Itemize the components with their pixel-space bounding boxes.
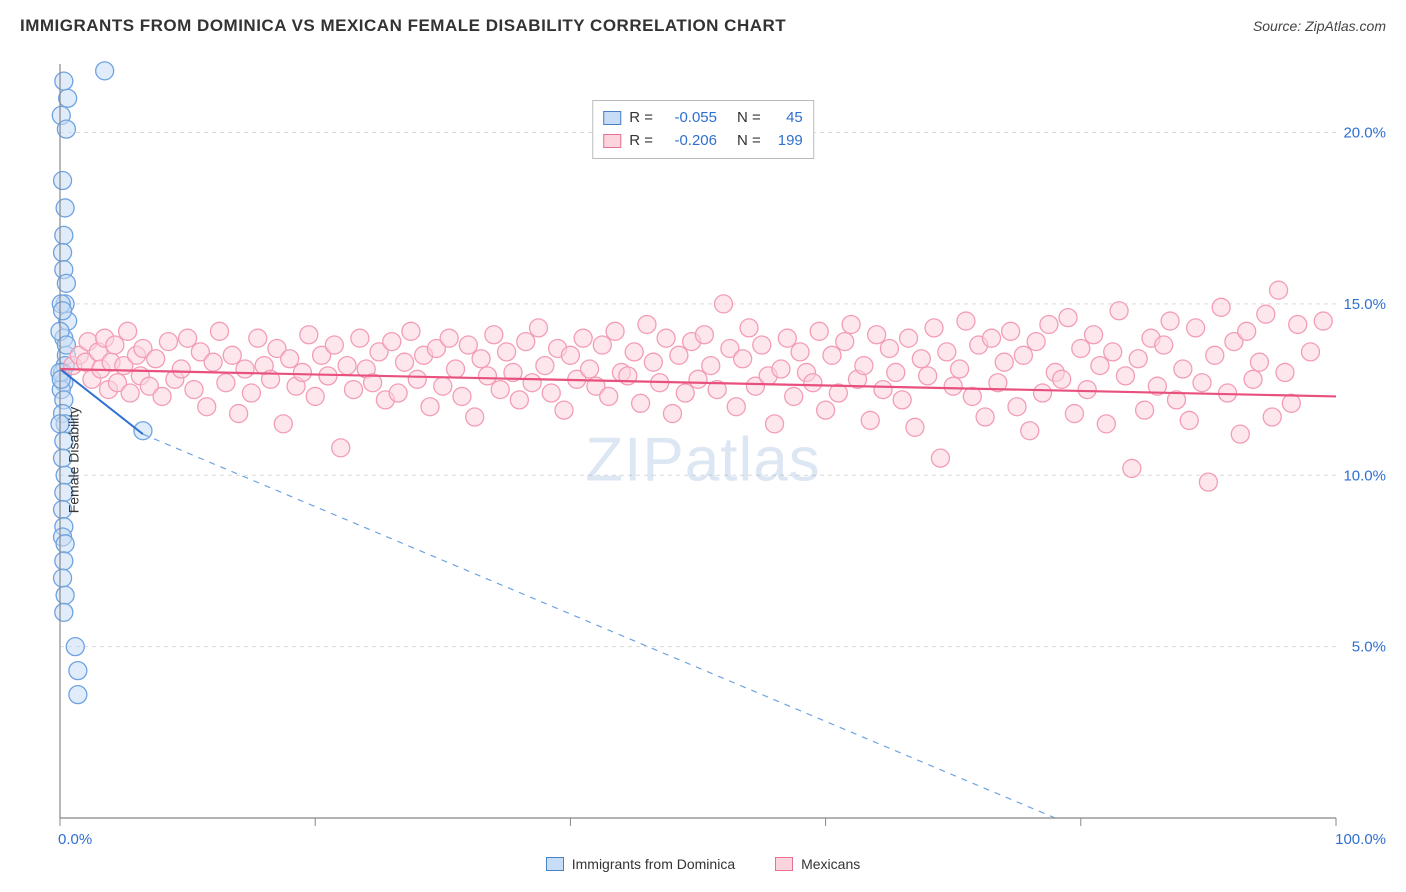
svg-text:100.0%: 100.0% <box>1335 831 1386 848</box>
legend-swatch <box>775 857 793 871</box>
scatter-chart: 5.0% 10.0% 15.0% 20.0% 0.0% 100.0% <box>20 48 1386 872</box>
source-label: Source: ZipAtlas.com <box>1253 18 1386 34</box>
chart-title: IMMIGRANTS FROM DOMINICA VS MEXICAN FEMA… <box>20 16 786 36</box>
legend-item: Immigrants from Dominica <box>546 856 735 872</box>
stats-row: R = -0.206 N = 199 <box>603 130 803 153</box>
bottom-legend: Immigrants from Dominica Mexicans <box>20 856 1386 872</box>
legend-label: Immigrants from Dominica <box>572 856 735 872</box>
stat-n-label: N = <box>737 130 761 153</box>
stat-n-label: N = <box>737 107 761 130</box>
stat-r-value: -0.206 <box>661 130 717 153</box>
stats-legend: R = -0.055 N = 45 R = -0.206 N = 199 <box>592 100 814 159</box>
series-swatch <box>603 134 621 148</box>
y-axis-label: Female Disability <box>65 407 81 514</box>
chart-area: Female Disability 5.0% 10.0% 15.0% 20.0% 0.0… <box>20 48 1386 872</box>
svg-text:10.0%: 10.0% <box>1343 467 1386 484</box>
series-swatch <box>603 111 621 125</box>
stat-n-value: 45 <box>769 107 803 130</box>
stats-row: R = -0.055 N = 45 <box>603 107 803 130</box>
svg-text:0.0%: 0.0% <box>58 831 92 848</box>
svg-text:15.0%: 15.0% <box>1343 296 1386 313</box>
legend-label: Mexicans <box>801 856 860 872</box>
header: IMMIGRANTS FROM DOMINICA VS MEXICAN FEMA… <box>0 0 1406 46</box>
stat-r-value: -0.055 <box>661 107 717 130</box>
legend-swatch <box>546 857 564 871</box>
svg-text:5.0%: 5.0% <box>1352 639 1386 656</box>
stat-n-value: 199 <box>769 130 803 153</box>
legend-item: Mexicans <box>775 856 860 872</box>
stat-r-label: R = <box>629 130 653 153</box>
stat-r-label: R = <box>629 107 653 130</box>
svg-text:20.0%: 20.0% <box>1343 125 1386 142</box>
